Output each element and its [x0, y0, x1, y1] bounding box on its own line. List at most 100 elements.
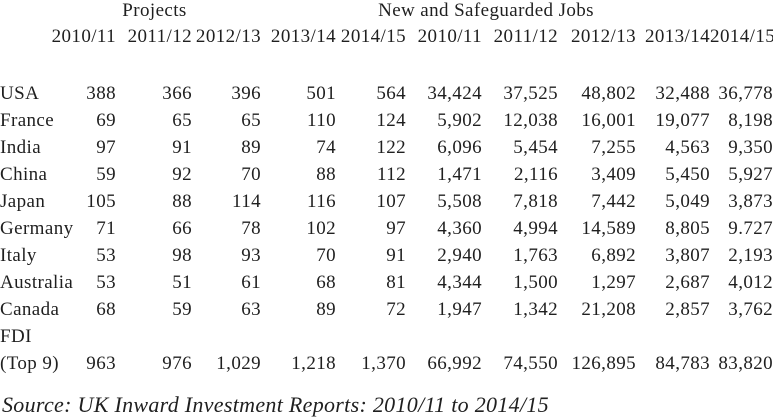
cell [116, 323, 192, 350]
cell: 976 [162, 352, 192, 374]
cell: 68 [316, 271, 337, 293]
cell: 74,550 [503, 352, 559, 374]
cell [636, 323, 710, 350]
cell: 3,762 [728, 298, 773, 320]
cell: 1,763 [513, 244, 559, 266]
cell: 9,350 [728, 136, 773, 158]
cell [261, 323, 336, 350]
table-row: Canada 68 59 63 89 72 1,947 1,342 21,208 2,857 3,7… [0, 296, 773, 323]
cell: 81 [386, 271, 407, 293]
group-end-cell [636, 0, 773, 22]
cell: 88 [316, 163, 337, 185]
cell: 37,525 [503, 82, 559, 104]
table-body: USA 388 366 396 501 564 34,424 37,525 48,802 32,4… [0, 52, 773, 377]
source-note: Source: UK Inward Investment Reports: 20… [2, 392, 549, 417]
table-row: FDI [0, 323, 773, 350]
year-header: 2013/14 [644, 26, 711, 47]
cell: 110 [307, 109, 337, 131]
cell: 89 [241, 136, 262, 158]
cell: 19,077 [655, 109, 711, 131]
corner-cell [0, 0, 48, 22]
cell: 388 [86, 82, 116, 104]
cell: 102 [306, 217, 337, 239]
cell: 8,805 [665, 217, 711, 239]
cell: 3,873 [728, 190, 773, 212]
cell: 34,424 [427, 82, 483, 104]
cell: 366 [162, 82, 192, 104]
table-row: China 59 92 70 88 112 1,471 2,116 3,409 5,450 5,92… [0, 161, 773, 188]
cell: 396 [231, 82, 262, 104]
cell [710, 323, 773, 350]
cell: 63 [241, 298, 262, 320]
cell: 91 [172, 136, 192, 158]
cell: 4,012 [728, 271, 773, 293]
year-header: 2013/14 [270, 26, 337, 47]
year-header: 2010/11 [417, 26, 483, 47]
cell [48, 323, 116, 350]
cell: 1,029 [216, 352, 262, 374]
cell: 71 [96, 217, 116, 239]
row-label: France [0, 109, 55, 131]
row-label-spacer [0, 22, 48, 52]
group-gap-cell [261, 0, 336, 22]
cell: 6,096 [437, 136, 483, 158]
cell: 70 [316, 244, 337, 266]
cell: 51 [172, 271, 192, 293]
spacer-cell [0, 52, 773, 80]
cell: 97 [386, 217, 407, 239]
cell: 2,857 [665, 298, 711, 320]
cell: 6,892 [591, 244, 637, 266]
cell: 4,344 [437, 271, 483, 293]
cell: 61 [241, 271, 262, 293]
cell: 14,589 [581, 217, 637, 239]
cell: 70 [241, 163, 262, 185]
cell: 7,255 [591, 136, 637, 158]
cell: 66,992 [427, 352, 483, 374]
cell: 107 [376, 190, 407, 212]
cell: 66 [172, 217, 192, 239]
cell: 7,818 [513, 190, 559, 212]
cell: 9.727 [728, 217, 773, 239]
spacer-row [0, 52, 773, 80]
row-label: Australia [0, 271, 74, 293]
cell: 5,454 [513, 136, 559, 158]
cell: 1,500 [513, 271, 559, 293]
row-label: (Top 9) [0, 352, 59, 374]
cell [482, 323, 558, 350]
cell: 564 [376, 82, 407, 104]
cell: 36,778 [718, 82, 773, 104]
cell: 1,370 [361, 352, 407, 374]
cell: 59 [172, 298, 192, 320]
cell: 1,218 [291, 352, 337, 374]
year-header: 2010/11 [51, 26, 116, 47]
fdi-table: Projects New and Safeguarded Jobs 2010/11 2… [0, 0, 773, 377]
cell: 1,342 [513, 298, 559, 320]
cell: 74 [316, 136, 337, 158]
cell: 12,038 [503, 109, 559, 131]
cell: 114 [232, 190, 262, 212]
cell [558, 323, 636, 350]
cell: 2,193 [728, 244, 773, 266]
cell: 126,895 [571, 352, 637, 374]
cell: 53 [96, 271, 116, 293]
group-header-projects: Projects [122, 0, 187, 21]
table-row: USA 388 366 396 501 564 34,424 37,525 48,802 32,4… [0, 80, 773, 107]
cell: 65 [241, 109, 262, 131]
cell: 8,198 [728, 109, 773, 131]
table-row: France 69 65 65 110 124 5,902 12,038 16,001 19,07… [0, 107, 773, 134]
year-header: 2014/15 [340, 26, 407, 47]
cell: 16,001 [581, 109, 637, 131]
cell: 105 [86, 190, 116, 212]
cell: 4,994 [513, 217, 559, 239]
cell: 5,508 [437, 190, 483, 212]
cell: 88 [172, 190, 192, 212]
cell: 4,360 [437, 217, 483, 239]
cell: 93 [241, 244, 262, 266]
group-header-row: Projects New and Safeguarded Jobs [0, 0, 773, 22]
cell: 72 [386, 298, 407, 320]
table-row: Japan 105 88 114 116 107 5,508 7,818 7,442 5,049 3… [0, 188, 773, 215]
table-head: Projects New and Safeguarded Jobs 2010/11 2… [0, 0, 773, 52]
year-header: 2011/12 [493, 26, 559, 47]
cell: 124 [376, 109, 407, 131]
cell: 2,687 [665, 271, 711, 293]
